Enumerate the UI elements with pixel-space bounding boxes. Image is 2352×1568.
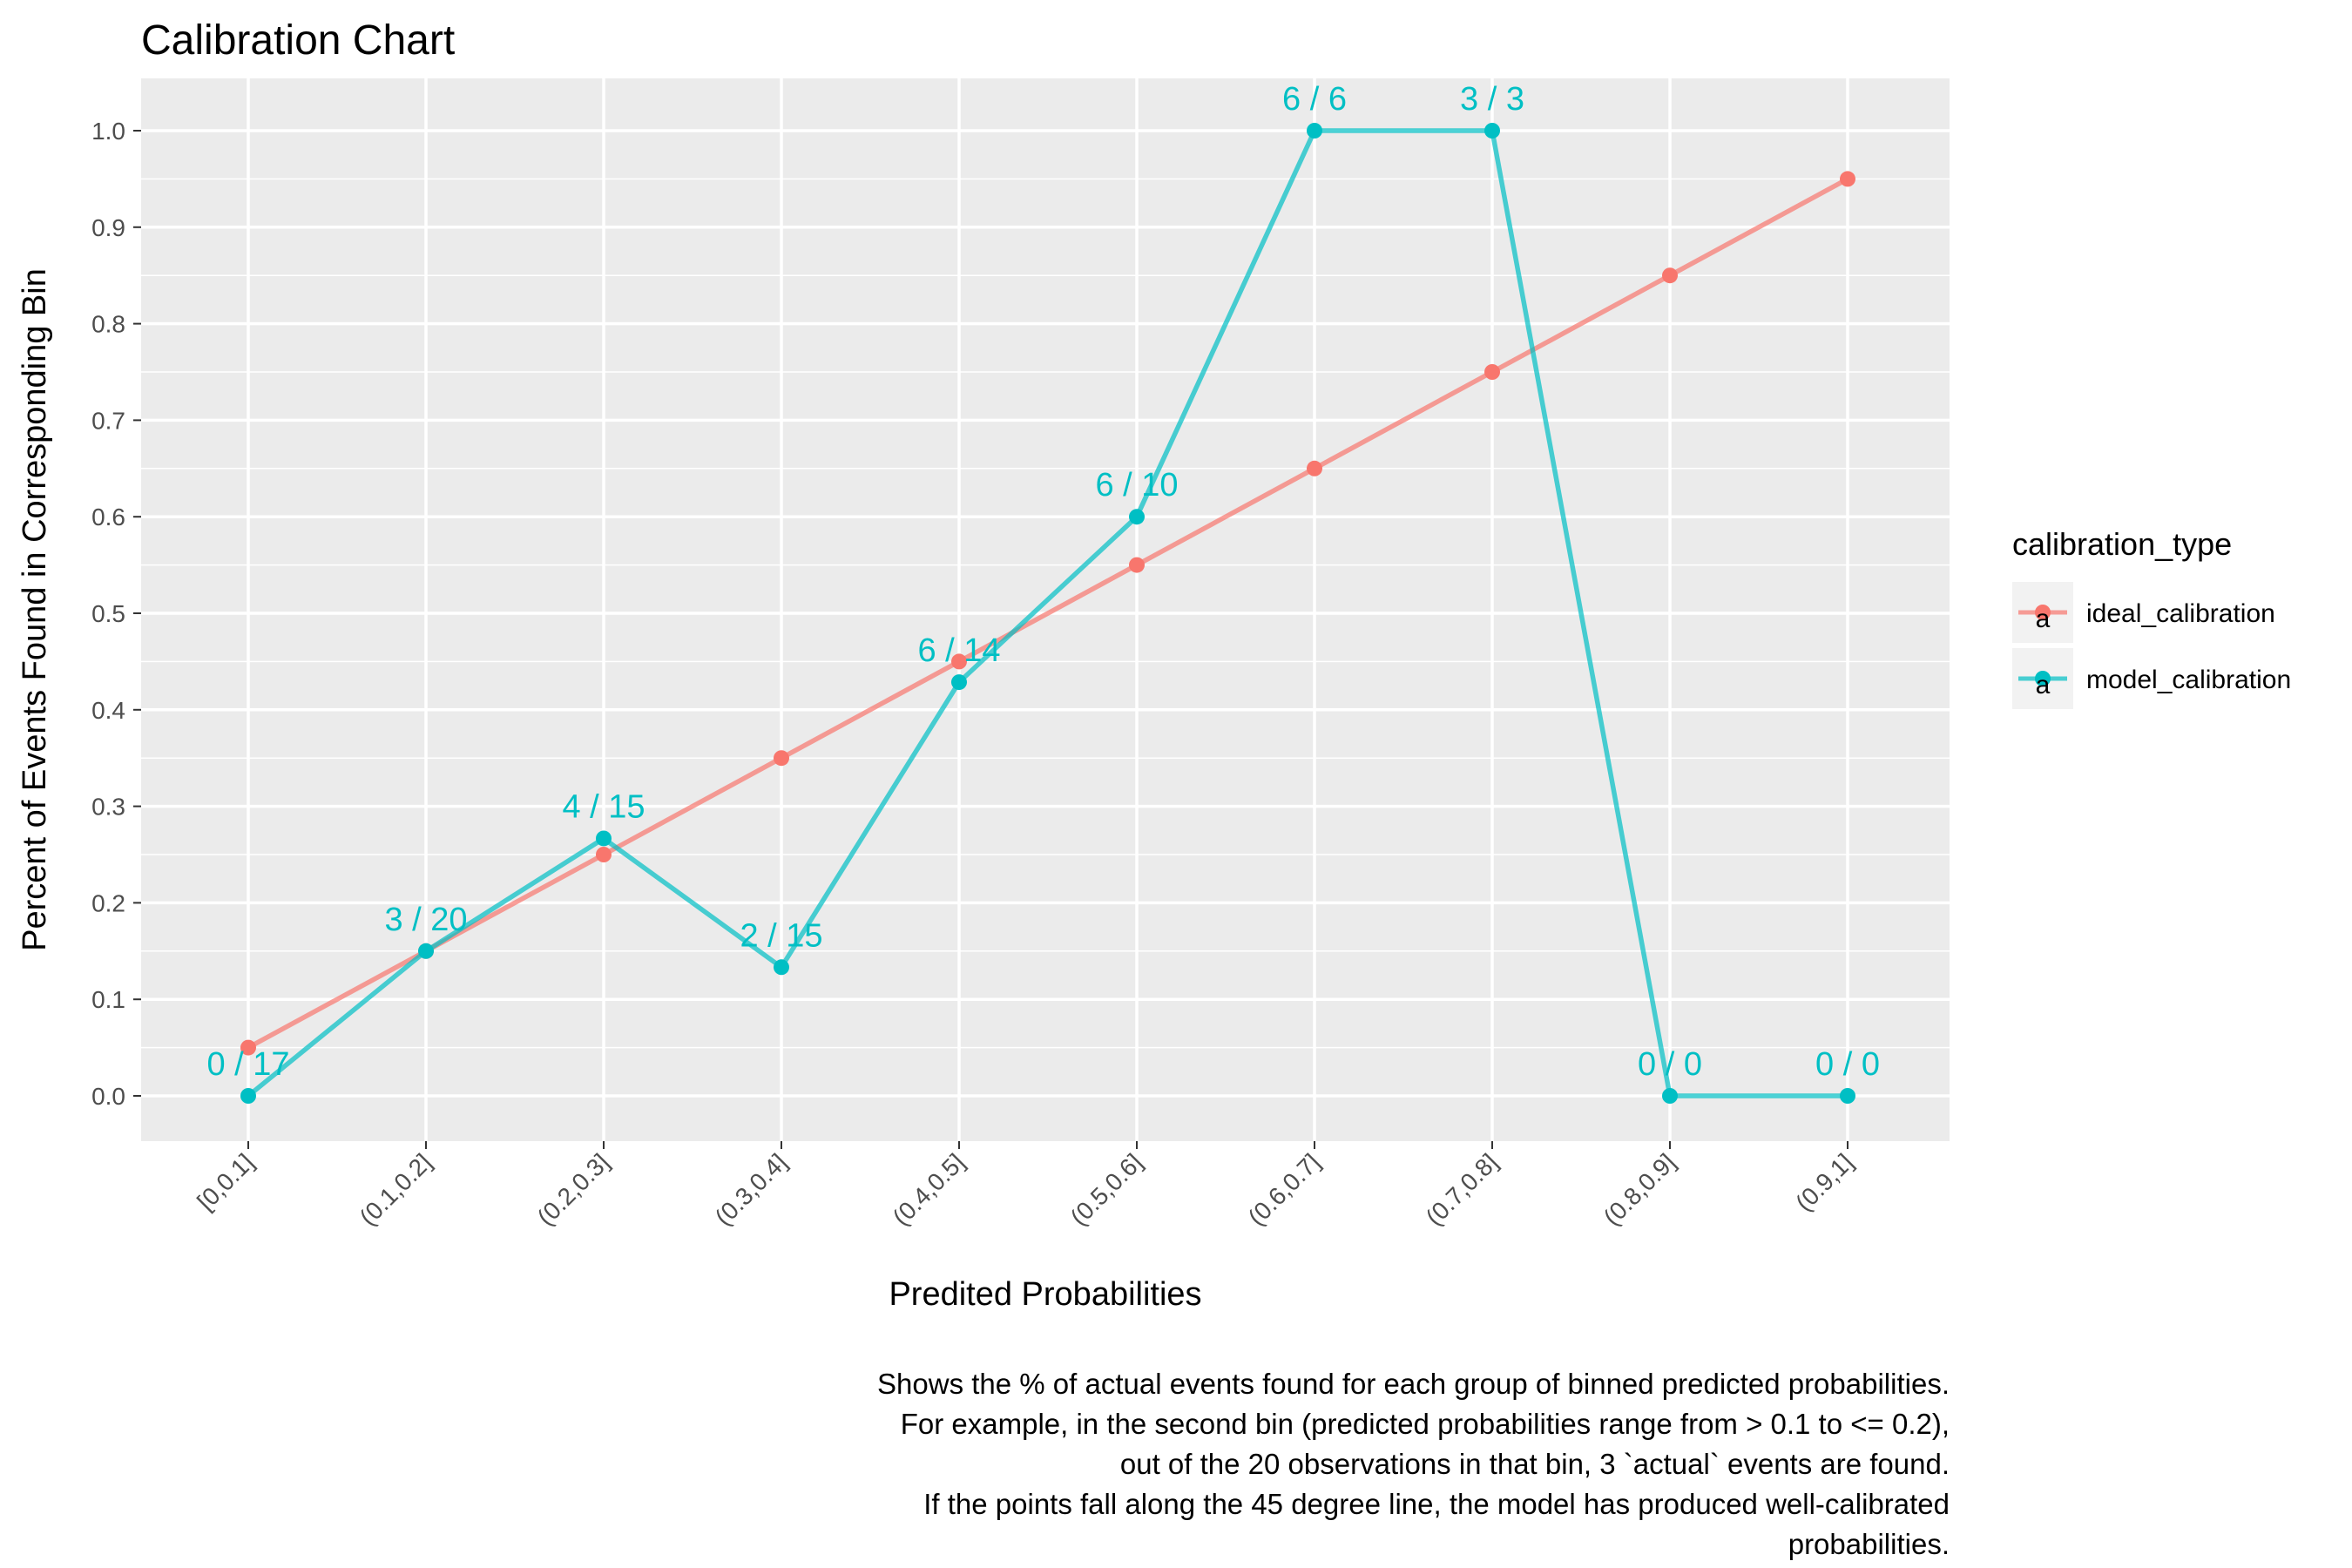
- plot-panel: [141, 78, 1950, 1141]
- data-point-ideal_calibration: [1129, 557, 1145, 573]
- y-tick-label: 0.6: [91, 504, 125, 531]
- series-layer: [240, 123, 1855, 1104]
- y-tick-label: 0.9: [91, 214, 125, 241]
- series-line-ideal_calibration: [247, 176, 1849, 1051]
- legend-key-point: [2035, 605, 2051, 620]
- series-line-model_calibration: [247, 128, 1848, 1098]
- data-point-model_calibration: [1484, 123, 1500, 139]
- point-label: 6 / 14: [917, 632, 1000, 669]
- point-label: 2 / 15: [740, 917, 822, 954]
- data-point-model_calibration: [596, 830, 612, 847]
- data-point-model_calibration: [774, 959, 789, 976]
- y-tick-label: 0.7: [91, 407, 125, 434]
- data-point-ideal_calibration: [596, 847, 612, 862]
- y-tick-label: 0.0: [91, 1083, 125, 1110]
- x-tick-label: (0.9,1]: [1790, 1148, 1858, 1216]
- chart-title: Calibration Chart: [141, 17, 455, 64]
- grid-lines: [141, 78, 1950, 1141]
- data-point-ideal_calibration: [951, 653, 967, 670]
- data-point-model_calibration: [951, 674, 967, 691]
- caption: Shows the % of actual events found for e…: [877, 1368, 1950, 1560]
- point-label: 3 / 20: [384, 902, 467, 938]
- legend-title: calibration_type: [2012, 526, 2232, 562]
- y-tick-label: 0.5: [91, 600, 125, 627]
- caption-line: For example, in the second bin (predicte…: [901, 1408, 1950, 1440]
- y-tick-label: 0.4: [91, 697, 125, 724]
- y-tick-label: 0.2: [91, 889, 125, 916]
- y-tick-label: 1.0: [91, 118, 125, 145]
- data-point-ideal_calibration: [1840, 171, 1855, 187]
- point-label: 4 / 15: [562, 788, 645, 825]
- y-tick-label: 0.8: [91, 311, 125, 338]
- x-tick-label: (0.7,0.8]: [1421, 1148, 1504, 1231]
- x-axis-title: Predited Probabilities: [889, 1276, 1201, 1313]
- x-tick-label: (0.1,0.2]: [355, 1148, 437, 1231]
- y-tick-label: 0.3: [91, 794, 125, 821]
- point-label: 0 / 0: [1815, 1046, 1880, 1083]
- point-label: 6 / 10: [1095, 467, 1178, 504]
- x-tick-label: (0.8,0.9]: [1598, 1148, 1681, 1231]
- x-tick-label: [0,0.1]: [192, 1148, 259, 1215]
- point-label: 6 / 6: [1282, 81, 1347, 118]
- data-point-model_calibration: [1129, 509, 1145, 525]
- y-axis-title: Percent of Events Found in Corresponding…: [17, 268, 53, 951]
- x-axis: [0,0.1] (0.1,0.2] (0.2,0.3] (0.3,0.4] (0.4,0…: [192, 1141, 1858, 1231]
- x-tick-label: (0.3,0.4]: [710, 1148, 793, 1231]
- point-label: 0 / 0: [1638, 1046, 1702, 1083]
- x-tick-label: (0.6,0.7]: [1243, 1148, 1326, 1231]
- data-point-ideal_calibration: [774, 750, 789, 767]
- y-axis: 0.0 0.1 0.2 0.3 0.4 0.5 0.6 0.7 0.8 0.9 1.0: [91, 118, 141, 1110]
- point-label: 3 / 3: [1460, 81, 1524, 118]
- x-tick-label: (0.4,0.5]: [888, 1148, 970, 1231]
- data-point-ideal_calibration: [1484, 364, 1500, 380]
- x-tick-label: (0.5,0.6]: [1065, 1148, 1148, 1231]
- caption-line: out of the 20 observations in that bin, …: [1120, 1448, 1950, 1480]
- caption-line: If the points fall along the 45 degree l…: [923, 1488, 1950, 1520]
- point-labels: 0 / 17 3 / 20 4 / 15 2 / 15 6 / 14 6 / 10 6 / …: [206, 81, 1880, 1083]
- data-point-model_calibration: [1307, 123, 1322, 139]
- x-tick-label: (0.2,0.3]: [532, 1148, 615, 1231]
- legend-label: model_calibration: [2086, 666, 2291, 694]
- caption-line: Shows the % of actual events found for e…: [877, 1368, 1950, 1400]
- data-point-ideal_calibration: [1662, 267, 1678, 284]
- data-point-ideal_calibration: [1307, 460, 1322, 476]
- data-point-ideal_calibration: [240, 1039, 256, 1056]
- data-point-model_calibration: [1840, 1088, 1855, 1104]
- legend-key-glyph: a: [2036, 671, 2051, 700]
- data-point-model_calibration: [240, 1088, 256, 1104]
- legend-key-point: [2035, 671, 2051, 686]
- caption-line: probabilities.: [1788, 1528, 1950, 1560]
- legend-key-glyph: a: [2036, 605, 2051, 633]
- y-tick-label: 0.1: [91, 986, 125, 1013]
- point-label: 0 / 17: [206, 1046, 289, 1083]
- legend-label: ideal_calibration: [2086, 599, 2275, 628]
- data-point-model_calibration: [1662, 1088, 1678, 1104]
- data-point-model_calibration: [418, 943, 434, 959]
